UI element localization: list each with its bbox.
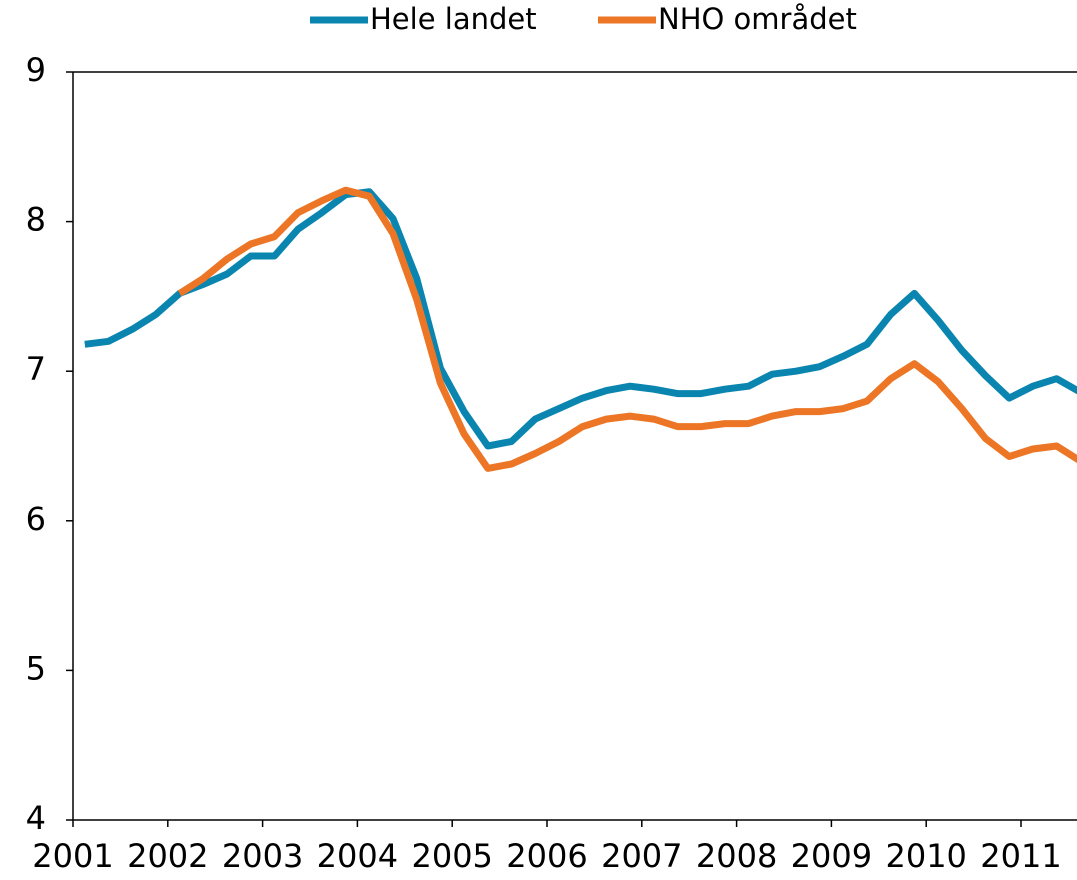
x-tick-label: 2007 xyxy=(601,837,682,875)
x-tick-label: 2001 xyxy=(32,837,113,875)
y-tick-label: 4 xyxy=(26,799,46,837)
y-tick-label: 9 xyxy=(26,51,46,89)
x-tick-label: 2009 xyxy=(791,837,872,875)
y-tick-label: 7 xyxy=(26,350,46,388)
y-tick-label: 8 xyxy=(26,201,46,239)
x-tick-label: 2003 xyxy=(222,837,303,875)
series-line xyxy=(177,186,1077,472)
x-tick-label: 2002 xyxy=(127,837,208,875)
series-line xyxy=(84,188,1077,450)
y-tick-label: 5 xyxy=(26,649,46,687)
legend-label: NHO området xyxy=(658,2,857,36)
x-tick-label: 2010 xyxy=(885,837,966,875)
x-tick-label: 2006 xyxy=(506,837,587,875)
plot-area xyxy=(84,186,1077,472)
x-tick-label: 2008 xyxy=(696,837,777,875)
x-tick-label: 2004 xyxy=(317,837,398,875)
legend-label: Hele landet xyxy=(370,2,537,36)
y-tick-label: 6 xyxy=(26,500,46,538)
x-tick-label: 2011 xyxy=(980,837,1061,875)
x-tick-label: 2005 xyxy=(411,837,492,875)
